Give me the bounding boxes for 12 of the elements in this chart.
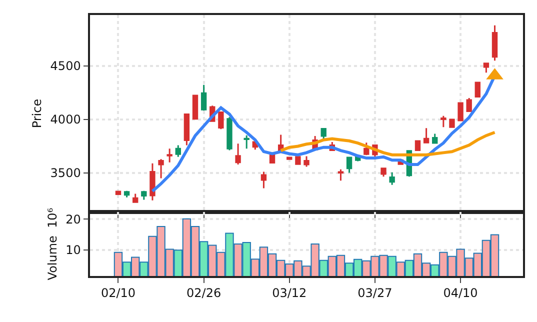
y-tick-label: 4500 — [50, 59, 81, 74]
y-axis-title: Price — [30, 98, 44, 128]
y-tick-label: 20 — [66, 212, 81, 226]
y-tick-label: 3500 — [50, 166, 81, 180]
x-tick-label: 04/10 — [443, 286, 478, 300]
y-tick-label: 4000 — [50, 112, 81, 127]
y-axis-title: Volume 10⁶ — [45, 208, 60, 280]
x-tick-label: 02/10 — [100, 286, 136, 300]
x-tick-label: 03/27 — [358, 286, 392, 300]
y-tick-label: 10 — [66, 243, 81, 258]
x-tick-label: 03/12 — [272, 286, 307, 300]
x-tick-label: 02/26 — [186, 286, 222, 300]
